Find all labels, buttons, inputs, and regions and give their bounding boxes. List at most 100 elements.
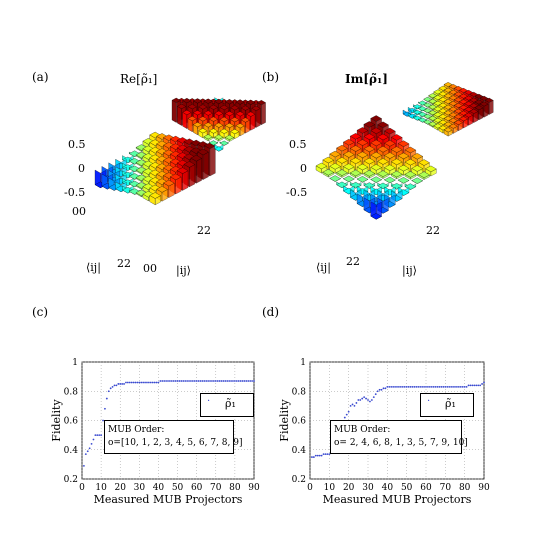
data-point [182, 380, 185, 382]
data-point [390, 385, 393, 388]
data-point [461, 385, 464, 388]
y-tick-label: 0.4 [292, 446, 307, 456]
data-point [113, 384, 116, 387]
bar-im [370, 164, 382, 171]
data-point [109, 387, 112, 390]
bar-re-inset [182, 109, 192, 115]
bar-im [404, 171, 417, 178]
bar-im-inset [469, 108, 479, 114]
data-point [357, 399, 360, 401]
data-point [398, 385, 400, 388]
data-point [224, 380, 227, 382]
data-point [454, 385, 456, 388]
data-point [403, 385, 406, 388]
bar-re-inset [224, 99, 235, 105]
bar3d-re-rho [94, 97, 266, 206]
bar-im [377, 170, 389, 177]
data-point [411, 385, 414, 388]
legend-d-label: ρ̃₁ [445, 397, 456, 410]
bar-im [336, 169, 348, 176]
data-point [363, 396, 366, 398]
x-tick-label: 20 [343, 483, 355, 493]
data-point [84, 453, 87, 456]
data-point [233, 380, 236, 382]
bar-re [209, 145, 216, 177]
bar-re-inset [219, 104, 229, 111]
data-point [151, 381, 154, 384]
data-point [349, 404, 352, 407]
bar-re-inset [246, 99, 256, 105]
b-ztick-2: -0.5 [286, 186, 308, 199]
data-point [423, 385, 425, 388]
bar-im [356, 127, 369, 134]
data-point [207, 380, 210, 382]
data-point [430, 385, 433, 388]
bar-im [349, 157, 362, 164]
data-point [343, 416, 346, 419]
data-point [251, 380, 253, 382]
bar-re [189, 164, 196, 188]
bar-im [329, 150, 341, 158]
data-point [140, 381, 143, 384]
a-ztick-1: 0 [78, 162, 85, 175]
bar-re-inset [219, 128, 229, 134]
bar-im [384, 176, 396, 184]
b-ztick-0: 0.5 [289, 138, 307, 151]
bar-re-inset [235, 111, 245, 117]
bar-re-inset [177, 103, 187, 109]
x-tick-label: 90 [478, 483, 490, 493]
data-point [353, 404, 356, 407]
y-tick-label: 0.2 [292, 475, 306, 485]
data-point [115, 384, 118, 387]
data-point [425, 385, 427, 388]
data-point [413, 385, 416, 388]
bar-re [156, 186, 168, 193]
data-point [417, 385, 420, 388]
data-point [448, 385, 451, 388]
data-point [475, 384, 478, 387]
bar-re-inset [255, 108, 261, 128]
data-point [86, 450, 89, 453]
data-point [228, 380, 231, 382]
bar-im [356, 139, 369, 146]
bar-im [390, 134, 403, 141]
x-tick-label: 10 [324, 483, 336, 493]
panel-label-b: (b) [262, 70, 280, 84]
a-xlabel: |ij⟩ [176, 264, 191, 277]
bar-re-inset [214, 110, 224, 116]
data-point [428, 385, 431, 388]
data-point [345, 413, 348, 416]
data-point [163, 380, 166, 382]
data-point [100, 434, 103, 437]
data-point [169, 380, 171, 382]
data-point [378, 388, 381, 391]
bar-im [404, 158, 417, 166]
data-point [201, 380, 204, 382]
data-point [237, 380, 240, 382]
bar-re [169, 173, 182, 181]
x-tick-label: 70 [210, 483, 222, 493]
data-point [142, 381, 145, 384]
data-point [222, 380, 225, 382]
bar-re-inset [214, 98, 224, 104]
bar-im [397, 152, 410, 160]
data-point [226, 380, 229, 382]
bar-re-inset [203, 98, 213, 104]
y-tick-label: 0.8 [64, 387, 79, 397]
bar-im [329, 175, 341, 182]
data-point [463, 385, 466, 388]
data-point [199, 380, 202, 382]
data-point [477, 384, 480, 387]
data-point [388, 385, 391, 388]
bar-re-inset [246, 111, 256, 117]
y-axis-label: Fidelity [50, 399, 63, 442]
data-point [467, 384, 470, 387]
bar-re-inset [214, 146, 224, 152]
bar-re-inset [214, 134, 224, 140]
bar-im [411, 165, 424, 172]
data-point [161, 380, 164, 382]
bar-im [384, 152, 396, 159]
x-tick-label: 20 [114, 483, 126, 493]
bar-re-inset [224, 122, 235, 128]
